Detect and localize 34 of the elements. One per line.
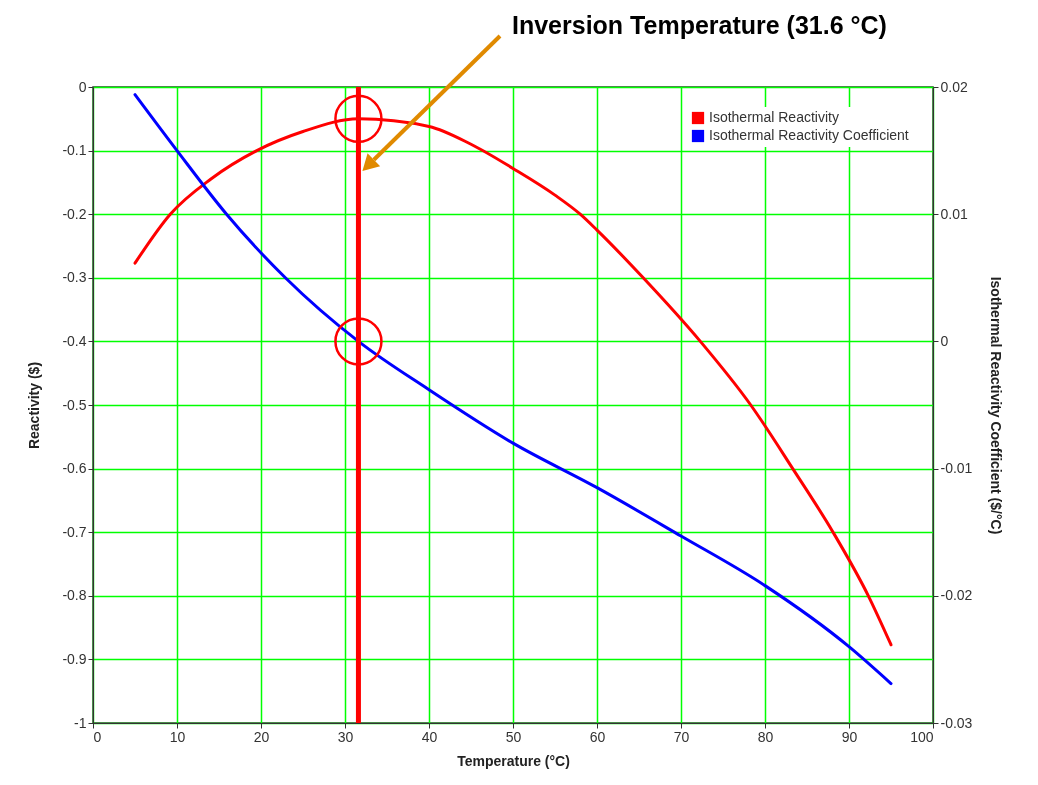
- y2-tick-label: 0.01: [940, 205, 968, 222]
- y2-axis-title: Isothermal Reactivity Coefficient ($/°C): [988, 276, 1005, 535]
- x-tick-label: 70: [673, 728, 690, 745]
- y-tick-label: -0.4: [62, 332, 87, 349]
- y-tick-label: -0.5: [62, 396, 87, 413]
- y2-tick-label: 0.02: [940, 78, 968, 95]
- y-tick-label: -0.6: [62, 460, 87, 477]
- x-tick-label: 50: [505, 728, 522, 745]
- x-tick-label: 0: [93, 728, 102, 745]
- x-tick-label: 30: [337, 728, 354, 745]
- y2-tick-label: 0: [940, 332, 949, 349]
- x-tick-label: 10: [169, 728, 186, 745]
- y-tick-label: 0: [78, 78, 87, 95]
- x-tick-label: 20: [253, 728, 270, 745]
- y-tick-label: -1: [74, 714, 87, 731]
- y-axis-title: Reactivity ($): [26, 361, 43, 450]
- y-tick-label: -0.2: [62, 205, 87, 222]
- y2-tick-label: -0.03: [940, 714, 973, 731]
- x-tick-label: 100: [910, 728, 934, 745]
- y2-tick-label: -0.02: [940, 587, 973, 604]
- y-tick-label: -0.3: [62, 269, 87, 286]
- y-tick-label: -0.9: [62, 650, 87, 667]
- x-tick-label: 40: [421, 728, 438, 745]
- x-tick-label: 80: [757, 728, 774, 745]
- legend-label: Isothermal Reactivity Coefficient: [709, 127, 909, 143]
- x-tick-label: 60: [589, 728, 606, 745]
- legend-label: Isothermal Reactivity: [709, 109, 839, 125]
- x-axis-title: Temperature (°C): [457, 752, 570, 769]
- y-tick-label: -0.8: [62, 587, 87, 604]
- y2-tick-label: -0.01: [940, 460, 973, 477]
- x-tick-label: 90: [841, 728, 858, 745]
- y-tick-label: -0.7: [62, 523, 87, 540]
- y-tick-label: -0.1: [62, 142, 87, 159]
- text: Inversion Temperature (31.6 °C): [512, 11, 887, 39]
